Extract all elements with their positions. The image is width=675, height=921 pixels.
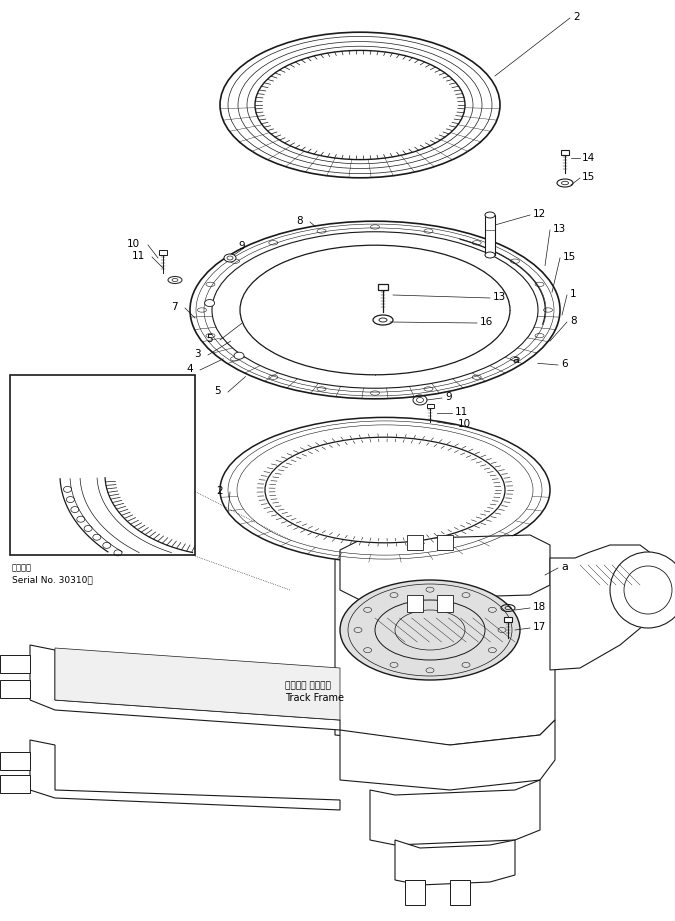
Text: 9: 9 xyxy=(238,241,244,251)
Text: 14: 14 xyxy=(582,153,595,163)
FancyBboxPatch shape xyxy=(561,150,569,155)
Text: 18: 18 xyxy=(533,602,546,612)
Polygon shape xyxy=(340,535,550,600)
FancyBboxPatch shape xyxy=(378,284,388,290)
FancyBboxPatch shape xyxy=(504,617,512,622)
Polygon shape xyxy=(0,655,30,673)
Text: 1: 1 xyxy=(18,388,24,398)
Ellipse shape xyxy=(220,417,550,563)
Text: 15: 15 xyxy=(563,252,576,262)
Ellipse shape xyxy=(340,580,520,680)
FancyBboxPatch shape xyxy=(427,403,433,408)
Ellipse shape xyxy=(212,232,538,389)
Text: 10: 10 xyxy=(127,239,140,249)
Ellipse shape xyxy=(220,32,500,178)
Polygon shape xyxy=(0,680,30,698)
Text: 16: 16 xyxy=(480,317,493,327)
Text: 12: 12 xyxy=(533,209,546,219)
Polygon shape xyxy=(55,648,340,720)
Text: a: a xyxy=(561,562,568,572)
Polygon shape xyxy=(407,535,423,550)
Text: Serial No. 30310～: Serial No. 30310～ xyxy=(12,576,92,585)
Bar xyxy=(485,215,495,255)
Text: 10: 10 xyxy=(458,419,471,429)
Text: 2: 2 xyxy=(217,486,223,496)
Text: 5: 5 xyxy=(207,334,213,344)
Text: 8: 8 xyxy=(296,216,303,226)
Polygon shape xyxy=(0,775,30,793)
Text: トラック フレーム: トラック フレーム xyxy=(285,682,331,691)
Polygon shape xyxy=(450,880,470,905)
Text: 16: 16 xyxy=(147,457,160,467)
Polygon shape xyxy=(405,880,425,905)
Text: 15: 15 xyxy=(582,172,595,182)
Ellipse shape xyxy=(190,221,560,399)
Text: 9: 9 xyxy=(445,392,452,402)
Text: 13: 13 xyxy=(493,292,506,302)
FancyBboxPatch shape xyxy=(159,251,167,255)
Text: 8: 8 xyxy=(570,316,576,326)
Ellipse shape xyxy=(265,437,505,542)
Polygon shape xyxy=(437,535,453,550)
Polygon shape xyxy=(30,740,340,810)
Ellipse shape xyxy=(234,352,244,359)
Bar xyxy=(10,375,195,555)
Ellipse shape xyxy=(485,212,495,218)
Polygon shape xyxy=(340,720,555,790)
Text: 13: 13 xyxy=(147,436,160,446)
Ellipse shape xyxy=(485,252,495,258)
Text: 適用号機: 適用号機 xyxy=(12,564,32,573)
Polygon shape xyxy=(335,545,555,745)
Text: Track Frame: Track Frame xyxy=(285,693,344,703)
Text: 11: 11 xyxy=(455,407,468,417)
Text: 11: 11 xyxy=(132,251,145,261)
Text: 5: 5 xyxy=(215,386,221,396)
Polygon shape xyxy=(395,840,515,885)
Polygon shape xyxy=(437,595,453,612)
Polygon shape xyxy=(370,780,540,845)
Ellipse shape xyxy=(255,51,465,159)
Text: 2: 2 xyxy=(573,12,580,22)
Text: 4: 4 xyxy=(186,364,193,374)
Text: 6: 6 xyxy=(561,359,568,369)
Ellipse shape xyxy=(610,552,675,628)
Text: 17: 17 xyxy=(533,622,546,632)
Text: 7: 7 xyxy=(171,302,178,312)
Text: 3: 3 xyxy=(194,349,201,359)
Text: 13: 13 xyxy=(553,224,566,234)
FancyBboxPatch shape xyxy=(105,435,115,440)
Polygon shape xyxy=(550,545,660,670)
Polygon shape xyxy=(30,645,340,730)
Text: a: a xyxy=(512,355,519,365)
Text: 1: 1 xyxy=(570,289,576,299)
Ellipse shape xyxy=(205,299,215,307)
Polygon shape xyxy=(0,752,30,770)
Ellipse shape xyxy=(224,254,236,262)
Polygon shape xyxy=(407,595,423,612)
Ellipse shape xyxy=(240,245,510,375)
